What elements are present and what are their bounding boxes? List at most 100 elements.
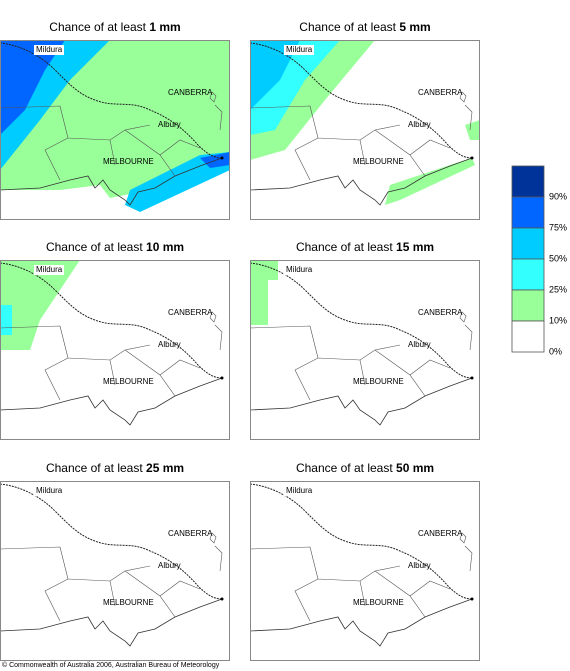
map-frame: [250, 481, 480, 661]
state-border: [249, 262, 473, 379]
place-label: Albury: [408, 561, 431, 570]
district-lines: [0, 105, 201, 181]
place-label: Albury: [158, 561, 181, 570]
title-amount: 50 mm: [396, 461, 434, 475]
place-label-bg: [34, 265, 64, 275]
district-lines: [249, 105, 451, 181]
legend-label: 10%: [549, 315, 567, 325]
chance-region: [0, 40, 65, 135]
act-border: [209, 91, 223, 131]
title-text: Chance of at least: [299, 20, 396, 34]
act-border: [459, 532, 473, 572]
title-amount: 1 mm: [149, 20, 180, 34]
place-label: CANBERRA: [418, 308, 463, 317]
map-background: [250, 260, 480, 440]
panel-title: Chance of at least 25 mm: [46, 461, 184, 475]
map-panel: Mildura CANBERRA Albury MELBOURNE: [249, 40, 480, 220]
chance-region: [385, 158, 475, 205]
map-panel: Mildura CANBERRA Albury MELBOURNE: [249, 260, 480, 440]
point-marker: [470, 376, 474, 380]
map-panel: Mildura CANBERRA Albury MELBOURNE: [0, 40, 230, 220]
chance-region: [0, 305, 12, 335]
legend-swatch: [511, 227, 545, 260]
place-label: CANBERRA: [168, 88, 213, 97]
place-label: Mildura: [36, 265, 63, 274]
place-label: Mildura: [286, 45, 313, 54]
place-label: Mildura: [36, 486, 63, 495]
place-label: Albury: [408, 120, 431, 129]
map-frame: [0, 40, 230, 220]
district-lines: [0, 325, 201, 401]
map-background: [250, 481, 480, 661]
act-border: [209, 311, 223, 351]
title-text: Chance of at least: [46, 240, 143, 254]
place-label-bg: [284, 486, 314, 496]
chance-region: [125, 152, 230, 212]
map-frame: [0, 481, 230, 661]
act-border: [459, 311, 473, 351]
place-label: MELBOURNE: [353, 377, 404, 386]
place-label: Albury: [158, 120, 181, 129]
district-lines: [249, 325, 451, 401]
map-panel: Mildura CANBERRA Albury MELBOURNE: [249, 481, 480, 661]
point-marker: [220, 597, 224, 601]
place-label-bg: [34, 45, 64, 55]
point-marker: [220, 156, 224, 160]
state-border: [0, 483, 223, 600]
place-label: CANBERRA: [418, 88, 463, 97]
map-panel: Mildura CANBERRA Albury MELBOURNE: [0, 260, 230, 440]
map-frame: [250, 40, 480, 220]
district-lines: [249, 546, 451, 622]
place-label: CANBERRA: [168, 308, 213, 317]
place-label-bg: [284, 45, 314, 55]
chance-region: [200, 152, 230, 168]
legend-label: 90%: [549, 191, 567, 201]
title-text: Chance of at least: [296, 240, 393, 254]
place-label: Albury: [158, 340, 181, 349]
title-text: Chance of at least: [296, 461, 393, 475]
place-label: CANBERRA: [418, 529, 463, 538]
chance-region: [250, 40, 300, 110]
place-label: Mildura: [286, 265, 313, 274]
panel-title: Chance of at least 1 mm: [49, 20, 180, 34]
place-label: CANBERRA: [168, 529, 213, 538]
coastline: [249, 157, 473, 206]
legend-label: 25%: [549, 284, 567, 294]
act-border: [209, 532, 223, 572]
point-marker: [220, 376, 224, 380]
legend-label: 0%: [549, 346, 562, 356]
state-border: [0, 42, 223, 159]
map-background: [0, 481, 230, 661]
place-label: MELBOURNE: [103, 598, 154, 607]
place-label-bg: [34, 486, 64, 496]
place-label-bg: [284, 265, 314, 275]
panel-title: Chance of at least 50 mm: [296, 461, 434, 475]
copyright: © Commonwealth of Australia 2006, Austra…: [2, 661, 220, 669]
place-label: MELBOURNE: [353, 157, 404, 166]
place-label: MELBOURNE: [353, 598, 404, 607]
chance-region: [250, 260, 278, 325]
coastline: [0, 157, 223, 206]
coastline: [249, 598, 473, 647]
map-frame: [250, 260, 480, 440]
place-label: MELBOURNE: [103, 377, 154, 386]
title-amount: 15 mm: [396, 240, 434, 254]
point-marker: [470, 597, 474, 601]
place-label: MELBOURNE: [103, 157, 154, 166]
act-border: [459, 91, 473, 131]
coastline: [0, 377, 223, 426]
state-border: [0, 262, 223, 379]
legend-swatch: [511, 320, 545, 353]
legend-swatch: [511, 196, 545, 229]
title-text: Chance of at least: [49, 20, 146, 34]
title-text: Chance of at least: [46, 461, 143, 475]
map-panel: Mildura CANBERRA Albury MELBOURNE: [0, 481, 230, 661]
place-label: Mildura: [36, 45, 63, 54]
legend-label: 50%: [549, 253, 567, 263]
title-amount: 10 mm: [146, 240, 184, 254]
state-border: [249, 42, 473, 159]
title-amount: 5 mm: [399, 20, 430, 34]
legend-swatch: [511, 165, 545, 198]
panel-title: Chance of at least 5 mm: [299, 20, 430, 34]
